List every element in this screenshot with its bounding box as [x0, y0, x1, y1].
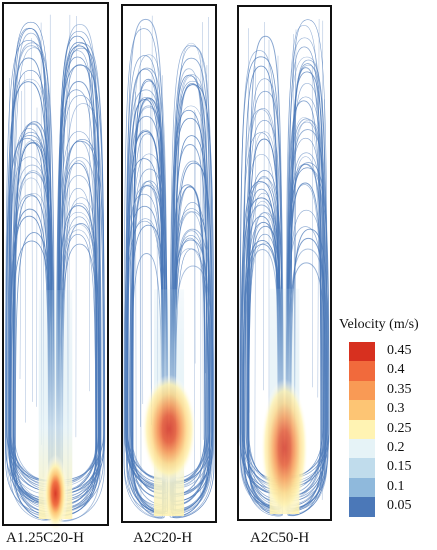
legend-value: 0.1 [387, 478, 405, 494]
streamline [57, 140, 105, 512]
legend-swatch-0-2 [349, 439, 375, 459]
streamline [151, 15, 153, 407]
streamline [247, 200, 279, 491]
streamlines [4, 14, 106, 522]
streamline [169, 44, 213, 518]
streamline [290, 64, 327, 477]
streamline [174, 162, 214, 483]
legend-value: 0.4 [387, 362, 405, 378]
streamline-panel-a2c20-h [121, 4, 217, 523]
panel-frame [2, 2, 109, 526]
streamline [11, 172, 55, 518]
streamline [13, 47, 55, 509]
streamline [131, 180, 164, 511]
streamline [31, 38, 33, 402]
velocity-core [260, 288, 309, 518]
legend-swatch-0-35 [349, 380, 375, 401]
streamline [60, 188, 96, 512]
streamline [244, 188, 279, 513]
velocity-hotspot [43, 454, 68, 533]
streamline [321, 20, 324, 500]
streamline [175, 75, 208, 482]
velocity-hotspot [260, 378, 309, 518]
streamline [247, 192, 280, 505]
velocity-core [38, 290, 73, 533]
panel-label-2: A2C20-H [133, 530, 193, 546]
streamline [248, 35, 283, 516]
legend-value: 0.35 [387, 381, 412, 397]
streamline [202, 22, 204, 440]
streamline [288, 71, 326, 516]
streamline [59, 138, 106, 494]
streamline [289, 67, 322, 493]
velocity-hotspot [141, 374, 197, 484]
panel-label-1: A1.25C20-H [6, 530, 84, 546]
legend-swatch-0-4 [349, 361, 375, 382]
legend-swatch-0-15 [349, 458, 375, 479]
streamline [285, 163, 324, 507]
streamline [12, 140, 55, 502]
streamline [205, 65, 208, 374]
streamline [12, 32, 50, 485]
legend-swatch-0-3 [349, 400, 375, 421]
streamline [287, 137, 325, 512]
streamline-panel-a2c50-h [237, 5, 332, 521]
velocity-core [141, 289, 197, 516]
legend-swatch-0-25 [349, 419, 375, 440]
streamline [8, 57, 50, 502]
streamline [150, 98, 152, 426]
streamline [287, 184, 322, 511]
legend-title: Velocity (m/s) [339, 317, 419, 332]
streamline [322, 99, 325, 428]
streamline [19, 90, 22, 380]
streamline [174, 202, 211, 484]
streamline [248, 28, 250, 413]
streamline [13, 192, 54, 500]
legend-value: 0.2 [387, 440, 405, 455]
streamline [175, 42, 208, 488]
legend-value: 0.25 [387, 420, 412, 436]
streamline [58, 47, 105, 491]
streamline [239, 50, 279, 511]
streamline [75, 15, 77, 438]
streamline [98, 110, 100, 480]
streamline [24, 72, 26, 423]
streamline [254, 66, 256, 488]
streamline [317, 18, 320, 398]
streamline [131, 98, 168, 512]
legend-swatch-0-1 [349, 477, 375, 498]
streamline [9, 77, 12, 477]
streamline [9, 215, 50, 481]
legend-value: 0.05 [387, 498, 412, 514]
streamline [59, 23, 101, 522]
streamline [5, 137, 49, 505]
legend-swatch-0-45 [349, 342, 375, 362]
panel-frame [237, 5, 332, 521]
streamline [141, 92, 144, 405]
streamline [57, 41, 101, 500]
streamline [263, 21, 265, 391]
legend-value: 0.3 [387, 401, 405, 417]
panel-frame [121, 4, 217, 523]
streamline [132, 78, 165, 505]
legend-value: 0.45 [387, 343, 412, 358]
streamline [10, 28, 51, 491]
streamline [9, 208, 51, 504]
streamline [61, 140, 97, 502]
streamline [126, 98, 164, 479]
panel-label-3: A2C50-H [250, 530, 310, 546]
streamline [172, 68, 206, 505]
streamline-panel-a1-25c20-h [2, 2, 109, 533]
legend-swatch-0-05 [349, 497, 375, 518]
legend-value: 0.15 [387, 459, 412, 475]
streamline [247, 78, 283, 482]
streamline [126, 115, 166, 513]
streamline [135, 91, 137, 479]
streamline [287, 152, 326, 506]
streamline [58, 56, 97, 505]
